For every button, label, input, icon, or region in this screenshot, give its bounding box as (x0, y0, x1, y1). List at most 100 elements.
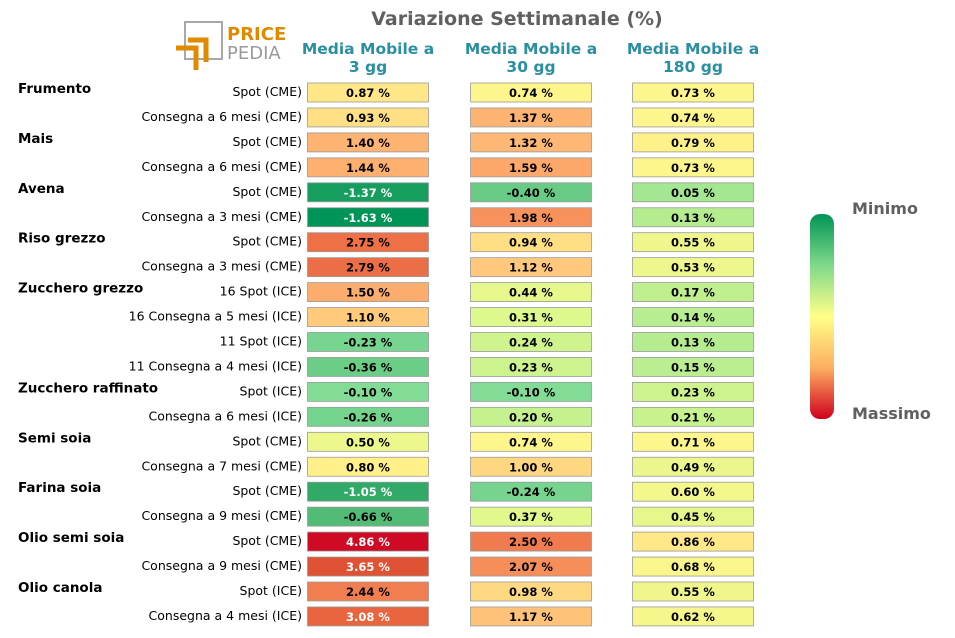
row-label: Spot (CME) (232, 134, 302, 149)
heat-cell (307, 132, 429, 153)
table-row: Consegna a 9 mesi (CME) -0.66 % 0.37 % 0.45… (141, 506, 754, 527)
row-label: 11 Consegna a 4 mesi (ICE) (129, 358, 302, 373)
group-label: Zucchero raffinato (18, 380, 158, 396)
row-label: Spot (CME) (232, 84, 302, 99)
group-label: Mais (18, 131, 53, 147)
cell-value: 0.93 % (346, 111, 390, 125)
cell-value: 1.12 % (509, 261, 553, 275)
cell-value: -1.05 % (344, 485, 393, 499)
cell-value: 3.65 % (346, 560, 390, 574)
heat-cell (470, 82, 592, 103)
cell-value: -0.23 % (344, 336, 393, 350)
group-label: Avena (18, 181, 65, 197)
heat-cell (632, 132, 754, 153)
cell-value: -1.63 % (344, 211, 393, 225)
table-row: Consegna a 3 mesi (CME) -1.63 % 1.98 % 0.13… (141, 207, 754, 228)
cell-value: 0.50 % (346, 435, 390, 449)
table-row: Spot (CME) -1.37 % -0.40 % 0.05 % (232, 182, 754, 203)
heat-cell (470, 332, 592, 352)
heat-cell (470, 531, 592, 552)
cell-value: 0.74 % (671, 111, 715, 125)
heat-cell (632, 257, 754, 278)
row-label: Spot (ICE) (240, 583, 302, 598)
cell-value: 0.73 % (671, 86, 715, 100)
heat-cell (470, 257, 592, 278)
heat-cell (307, 556, 429, 577)
heat-cell (307, 381, 429, 402)
row-label: Spot (ICE) (240, 383, 302, 398)
heat-cell (632, 232, 754, 253)
heat-cell (307, 282, 429, 303)
heat-cell (632, 381, 754, 402)
heat-cell (470, 506, 592, 527)
table-row: 16 Spot (ICE) 1.50 % 0.44 % 0.17 % (220, 282, 754, 303)
table-row: Spot (CME) 0.50 % 0.74 % 0.71 % (232, 431, 754, 452)
heat-cell (307, 157, 429, 178)
cell-value: 1.17 % (509, 610, 553, 624)
row-label: Consegna a 9 mesi (CME) (141, 508, 302, 523)
table-row: 11 Consegna a 4 mesi (ICE) -0.36 % 0.23 % 0… (129, 357, 754, 377)
heat-cell (470, 456, 592, 477)
row-label: Consegna a 6 mesi (ICE) (149, 408, 302, 423)
cell-value: 0.37 % (509, 510, 553, 524)
logo-text-top: PRICE (227, 24, 286, 45)
table-row: Consegna a 4 mesi (ICE) 3.08 % 1.17 % 0.62 … (149, 606, 754, 627)
cell-value: 1.59 % (509, 161, 553, 175)
group-label: Frumento (18, 81, 91, 97)
heat-cell (470, 232, 592, 253)
heat-cell (470, 207, 592, 228)
cell-value: 0.13 % (671, 211, 715, 225)
cell-value: -0.10 % (344, 385, 393, 399)
row-label: Spot (CME) (232, 483, 302, 498)
heat-cell (470, 357, 592, 377)
cell-value: 2.44 % (346, 585, 390, 599)
row-label: 16 Consegna a 5 mesi (ICE) (129, 309, 302, 324)
heat-cell (307, 182, 429, 203)
column-header-1-line-2: 3 gg (349, 58, 387, 76)
table-row: 16 Consegna a 5 mesi (ICE) 1.10 % 0.31 % 0.… (129, 307, 754, 327)
heat-cell (307, 332, 429, 352)
cell-value: 0.45 % (671, 510, 715, 524)
cell-value: 0.20 % (509, 410, 553, 424)
heat-cell (470, 307, 592, 327)
table-row: Spot (CME) -1.05 % -0.24 % 0.60 % (232, 481, 754, 502)
heat-cell (632, 506, 754, 527)
cell-value: 0.73 % (671, 161, 715, 175)
table-row: Spot (ICE) 2.44 % 0.98 % 0.55 % (240, 581, 754, 602)
heat-cell (307, 207, 429, 228)
cell-value: 2.50 % (509, 535, 553, 549)
row-label: Consegna a 4 mesi (ICE) (149, 608, 302, 623)
heat-cell (470, 157, 592, 178)
cell-value: 1.44 % (346, 161, 390, 175)
cell-value: 1.10 % (346, 311, 390, 325)
heat-cell (470, 556, 592, 577)
heat-cell (470, 581, 592, 602)
table-row: Consegna a 3 mesi (CME) 2.79 % 1.12 % 0.53 … (141, 257, 754, 278)
cell-value: 0.49 % (671, 460, 715, 474)
cell-value: 0.05 % (671, 186, 715, 200)
cell-value: -0.36 % (344, 360, 393, 374)
legend-max-label: Massimo (852, 404, 931, 423)
heat-cell (470, 606, 592, 627)
heat-cell (470, 381, 592, 402)
heat-cell (307, 431, 429, 452)
cell-value: 0.17 % (671, 286, 715, 300)
heat-cell (307, 481, 429, 502)
group-label: Semi soia (18, 430, 91, 446)
cell-value: 0.23 % (671, 385, 715, 399)
logo-corner-mark (176, 45, 199, 70)
cell-value: 2.75 % (346, 236, 390, 250)
cell-value: 1.40 % (346, 136, 390, 150)
cell-value: 0.79 % (671, 136, 715, 150)
heat-cell (470, 132, 592, 153)
cell-value: 0.94 % (509, 236, 553, 250)
heat-cell (307, 307, 429, 327)
row-label: Spot (CME) (232, 433, 302, 448)
heat-cell (470, 431, 592, 452)
cell-value: 0.71 % (671, 435, 715, 449)
group-label: Olio canola (18, 580, 102, 596)
row-label: Spot (CME) (232, 184, 302, 199)
cell-value: 4.86 % (346, 535, 390, 549)
cell-value: 1.00 % (509, 460, 553, 474)
